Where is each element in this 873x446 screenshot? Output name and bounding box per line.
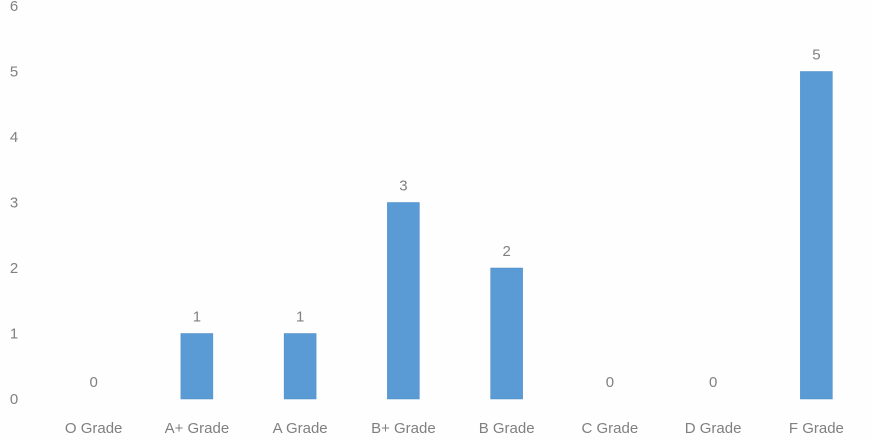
- x-tick-label: D Grade: [685, 420, 742, 437]
- x-tick-label: B+ Grade: [371, 420, 436, 437]
- data-label: 5: [812, 47, 820, 64]
- x-axis-labels: O Grade A+ Grade A Grade B+ Grade B Grade C G…: [65, 420, 844, 437]
- x-tick-label: F Grade: [789, 420, 844, 437]
- x-tick-label: C Grade: [582, 420, 639, 437]
- x-tick-label: A Grade: [273, 420, 328, 437]
- data-label: 0: [606, 374, 614, 391]
- y-tick-label: 3: [10, 195, 18, 212]
- x-tick-label: A+ Grade: [165, 420, 230, 437]
- data-labels: 0 1 1 3 2 0 0 5: [89, 47, 820, 392]
- y-tick-label: 4: [10, 129, 18, 146]
- data-label: 3: [399, 178, 407, 195]
- bar: [800, 71, 833, 400]
- data-label: 2: [502, 243, 510, 260]
- y-axis-ticks: 0 1 2 3 4 5 6: [10, 0, 18, 408]
- bar: [283, 333, 317, 400]
- x-tick-label: O Grade: [65, 420, 123, 437]
- y-tick-label: 6: [10, 0, 18, 15]
- x-tick-label: B Grade: [479, 420, 535, 437]
- bar: [387, 202, 420, 400]
- y-tick-label: 5: [10, 64, 18, 81]
- y-tick-label: 1: [10, 326, 18, 343]
- y-tick-label: 2: [10, 260, 18, 277]
- bar: [490, 267, 523, 400]
- data-label: 1: [296, 309, 304, 326]
- bar: [180, 333, 214, 400]
- data-label: 1: [193, 309, 201, 326]
- data-label: 0: [709, 374, 717, 391]
- y-tick-label: 0: [10, 391, 18, 408]
- bar-series: [180, 71, 833, 400]
- data-label: 0: [89, 374, 97, 391]
